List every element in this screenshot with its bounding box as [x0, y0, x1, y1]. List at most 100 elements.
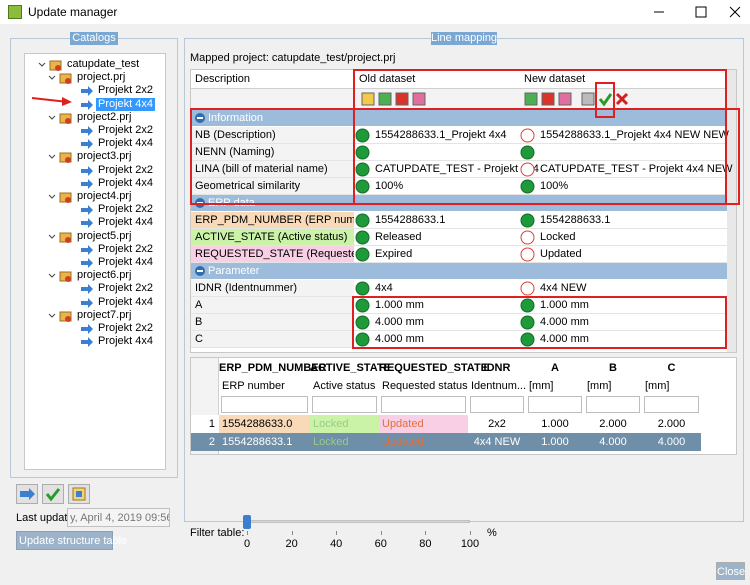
cell-value: Updated — [540, 248, 582, 260]
tree-node[interactable]: Projekt 4x4 — [98, 335, 154, 348]
slider-track — [247, 520, 470, 523]
tree-node[interactable]: Projekt 4x4 — [98, 216, 154, 229]
cell-value: 4x4 — [375, 282, 393, 294]
row-description: IDNR (Identnummer) — [191, 280, 354, 296]
tree-node[interactable]: Projekt 4x4 — [98, 176, 154, 189]
cell-value: 1554288633.1_Projekt 4x4 NEW NEW — [540, 129, 729, 141]
tool-button[interactable] — [68, 484, 90, 504]
group-header: Parameter — [191, 263, 727, 279]
table-cell: Updated — [382, 436, 424, 448]
row-description: NENN (Naming) — [191, 144, 354, 160]
icon — [520, 213, 535, 228]
tree-node[interactable]: project3.prj — [77, 150, 132, 163]
cell-value: 4.000 mm — [375, 316, 424, 328]
icon — [81, 258, 93, 268]
icon — [81, 99, 93, 110]
cell-value: 1554288633.1_Projekt 4x4 — [375, 129, 507, 141]
update-structure-button[interactable]: Update structure table — [16, 531, 127, 550]
icon — [81, 244, 93, 255]
icon — [81, 297, 93, 308]
filter-input[interactable] — [528, 396, 582, 413]
slider-thumb[interactable] — [243, 515, 251, 529]
icon — [520, 315, 535, 330]
tree-node[interactable]: project2.prj — [77, 110, 132, 123]
tree-node[interactable]: Projekt 4x4 — [98, 256, 154, 268]
column-header: New dataset — [524, 73, 586, 85]
tree-node[interactable]: catupdate_test — [67, 58, 140, 70]
filter-input[interactable] — [312, 396, 377, 413]
tool-button[interactable] — [42, 484, 64, 504]
icon — [49, 60, 62, 71]
highlight-box — [352, 296, 727, 349]
close-button[interactable]: Close — [716, 562, 745, 580]
window-controls[interactable] — [640, 0, 750, 24]
slider-tick — [380, 531, 382, 535]
icon — [355, 179, 370, 194]
icon — [355, 230, 370, 245]
icon — [412, 92, 426, 106]
tree-node[interactable]: project.prj — [77, 71, 126, 84]
tree-node[interactable]: project6.prj — [77, 269, 132, 282]
icon — [48, 194, 56, 199]
tree-node[interactable]: Projekt 2x2 — [98, 84, 154, 97]
icon — [59, 232, 72, 243]
tree-node[interactable]: Projekt 2x2 — [98, 203, 154, 216]
catalog-tree[interactable]: catupdate_test project.prj Projekt 2x2 Proj… — [24, 53, 166, 470]
filter-input[interactable] — [381, 396, 466, 413]
tree-node[interactable]: project7.prj — [77, 308, 132, 321]
cell-value: 4.000 mm — [540, 333, 589, 345]
last-update-field[interactable]: y, April 4, 2019 09:56:40 — [67, 508, 170, 527]
icon — [81, 218, 93, 229]
icon — [81, 139, 93, 150]
tree-node[interactable]: Projekt 4x4 — [98, 295, 154, 308]
row-number: 1 — [208, 418, 215, 430]
column-header: Description — [195, 73, 251, 85]
table-row[interactable] — [191, 433, 701, 451]
tree-node[interactable]: Projekt 2x2 — [98, 322, 154, 334]
column-subheader: [mm] — [645, 380, 670, 392]
scrollbar — [727, 70, 736, 352]
slider-tick — [247, 531, 248, 535]
row-description: ACTIVE_STATE (Active status) — [191, 229, 354, 245]
icon — [81, 205, 93, 216]
filter-input[interactable] — [586, 396, 640, 413]
column-subheader: Requested status — [382, 380, 468, 392]
highlight-box — [595, 82, 615, 118]
filter-input[interactable] — [644, 396, 699, 413]
cell-value: 100% — [540, 180, 569, 192]
tree-node[interactable]: project5.prj — [77, 229, 132, 242]
cell-value: 1.000 mm — [375, 299, 424, 311]
icon — [615, 92, 629, 106]
icon — [581, 92, 595, 106]
table-cell: 1.000 — [541, 418, 569, 430]
row-description: Geometrical similarity — [191, 178, 354, 194]
filter-input[interactable] — [221, 396, 308, 413]
tree-node[interactable]: Projekt 4x4 — [98, 137, 154, 150]
tree-node[interactable]: project4.prj — [77, 190, 132, 202]
row-description: LINA (bill of material name) — [191, 161, 354, 177]
app-icon — [8, 5, 22, 19]
icon — [48, 273, 56, 278]
highlight-box — [190, 108, 740, 205]
tree-node[interactable]: Projekt 4x4 — [96, 97, 156, 111]
grid-header — [191, 70, 736, 89]
slider-tick — [425, 531, 427, 535]
table-cell: 4.000 — [657, 436, 686, 448]
icon — [355, 298, 370, 313]
icon — [355, 145, 370, 160]
filter-input[interactable] — [470, 396, 524, 413]
cell-value: CATUPDATE_TEST - Projekt 4x4 NEW — [540, 163, 733, 175]
row-description: NB (Description) — [191, 127, 354, 143]
icon — [195, 113, 205, 123]
tree-node[interactable]: Projekt 2x2 — [98, 242, 154, 255]
tree-node[interactable]: Projekt 2x2 — [98, 282, 154, 295]
row-description: B — [191, 314, 354, 330]
icon — [48, 313, 56, 318]
tree-node[interactable]: Projekt 2x2 — [98, 124, 154, 136]
cell-value: Locked — [540, 231, 576, 243]
filter-slider[interactable]: 0 20 40 60 80 100 — [240, 512, 490, 552]
tree-node[interactable]: Projekt 2x2 — [98, 163, 154, 176]
tool-button[interactable] — [16, 484, 38, 504]
